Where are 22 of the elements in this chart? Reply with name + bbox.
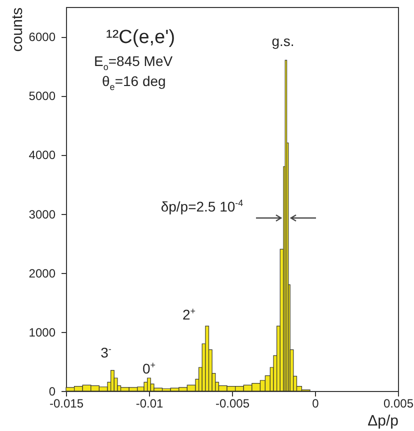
x-tick-label: -0.01 [136, 396, 164, 410]
annotation: δp/p=2.5 10$^{-4}$ [160, 198, 244, 214]
x-axis-title: Δp/p [368, 412, 398, 430]
x-tick-label: 0 [312, 396, 320, 410]
x-tick-label: 0.005 [383, 396, 414, 410]
annotation: E$_{o}$=845 MeV [94, 53, 173, 72]
annotation: 2$^{+}$ [182, 306, 196, 322]
y-tick-label: 0 [48, 384, 56, 398]
text: ¹²C(e,e') [106, 26, 176, 48]
y-tick-label: 2000 [28, 266, 56, 280]
y-axis-title: counts [8, 8, 26, 52]
x-tick-label: -0.015 [49, 396, 84, 410]
y-tick-label: 6000 [28, 30, 56, 44]
x-tick-label: -0.005 [215, 396, 250, 410]
y-tick-label: 3000 [28, 207, 56, 222]
annotation: θ$_{e}$=16 deg [102, 73, 166, 92]
annotation: 3$^{-}$ [100, 344, 112, 360]
annotation: 0$^{+}$ [142, 360, 156, 376]
y-tick-label: 5000 [28, 89, 56, 104]
y-tick-label: 4000 [28, 148, 56, 162]
y-tick-label: 1000 [28, 325, 56, 340]
annotation: g.s. [272, 33, 294, 49]
